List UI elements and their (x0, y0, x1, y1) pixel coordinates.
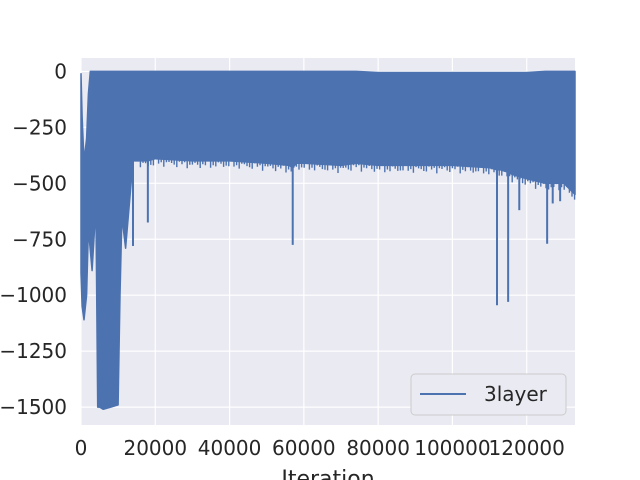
legend-label-3layer: 3layer (484, 382, 548, 406)
series-3layer-noise (139, 152, 576, 200)
x-tick-label: 60000 (272, 436, 336, 460)
x-tick-label: 40000 (198, 436, 262, 460)
legend-box (410, 373, 567, 416)
y-tick-label: −1000 (0, 283, 67, 307)
y-axis-ticks: 0 −250 −500 −750 −1000 −1250 −1500 (0, 59, 67, 419)
x-tick-label: 80000 (346, 436, 410, 460)
y-tick-label: −750 (12, 227, 67, 251)
x-tick-label: 100000 (414, 436, 490, 460)
y-tick-label: −500 (12, 171, 67, 195)
legend: 3layer (410, 373, 567, 416)
y-tick-label: 0 (54, 59, 67, 83)
x-tick-label: 0 (75, 436, 88, 460)
x-axis-title: Iteration (281, 467, 374, 480)
y-tick-label: −1500 (0, 395, 67, 419)
y-tick-label: −1250 (0, 339, 67, 363)
y-tick-label: −250 (12, 115, 67, 139)
x-tick-label: 120000 (489, 436, 565, 460)
x-tick-label: 20000 (123, 436, 187, 460)
data-series-group (80, 70, 576, 411)
